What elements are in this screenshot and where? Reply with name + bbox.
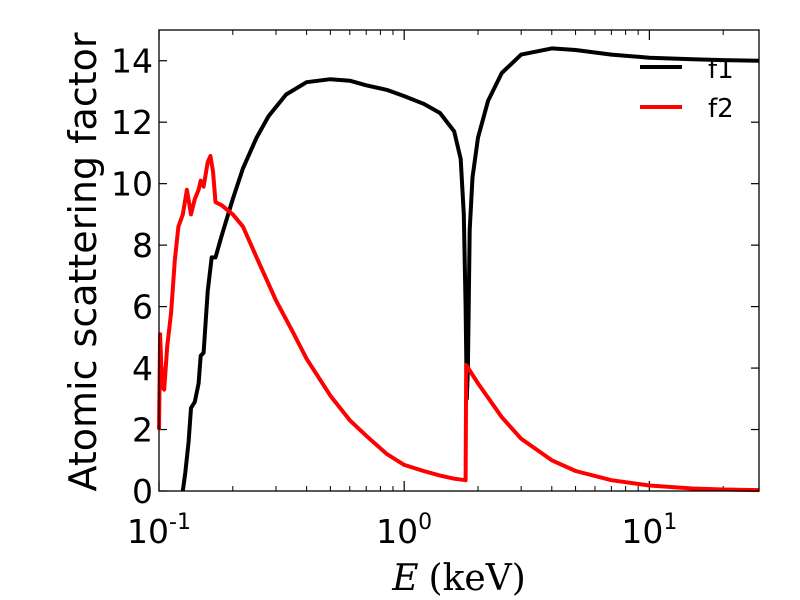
x-tick-label: 101 xyxy=(621,510,677,551)
y-tick-label: 14 xyxy=(111,42,153,81)
x-tick-label: 10-1 xyxy=(127,510,191,551)
x-tick-base: 10 xyxy=(127,512,169,551)
x-axis-variable: E xyxy=(391,558,418,599)
y-tick-label: 10 xyxy=(111,165,153,204)
series-f1-line xyxy=(180,46,760,492)
y-tick-label: 6 xyxy=(132,288,153,327)
y-tick-label: 4 xyxy=(132,349,153,388)
x-axis-unit: (keV) xyxy=(429,558,526,599)
series-f2-line xyxy=(157,154,760,493)
x-axis-label: E (keV) xyxy=(391,558,526,599)
series-lines xyxy=(157,46,760,493)
y-axis-label: Atomic scattering factor xyxy=(61,32,105,491)
ticks-layer xyxy=(158,30,759,492)
x-tick-exponent: -1 xyxy=(169,510,191,535)
plot-frame xyxy=(158,29,760,492)
y-tick-label: 12 xyxy=(111,103,153,142)
y-tick-label: 2 xyxy=(132,411,153,450)
x-tick-label: 100 xyxy=(376,510,432,551)
x-tick-base: 10 xyxy=(621,512,663,551)
x-tick-exponent: 0 xyxy=(418,510,432,535)
legend-label-f1: f1 xyxy=(708,55,734,85)
y-tick-label: 0 xyxy=(132,472,153,511)
y-tick-label: 8 xyxy=(132,226,153,265)
legend: f1 f2 xyxy=(640,55,734,124)
x-tick-base: 10 xyxy=(376,512,418,551)
x-tick-exponent: 1 xyxy=(663,510,677,535)
legend-label-f2: f2 xyxy=(708,94,734,124)
